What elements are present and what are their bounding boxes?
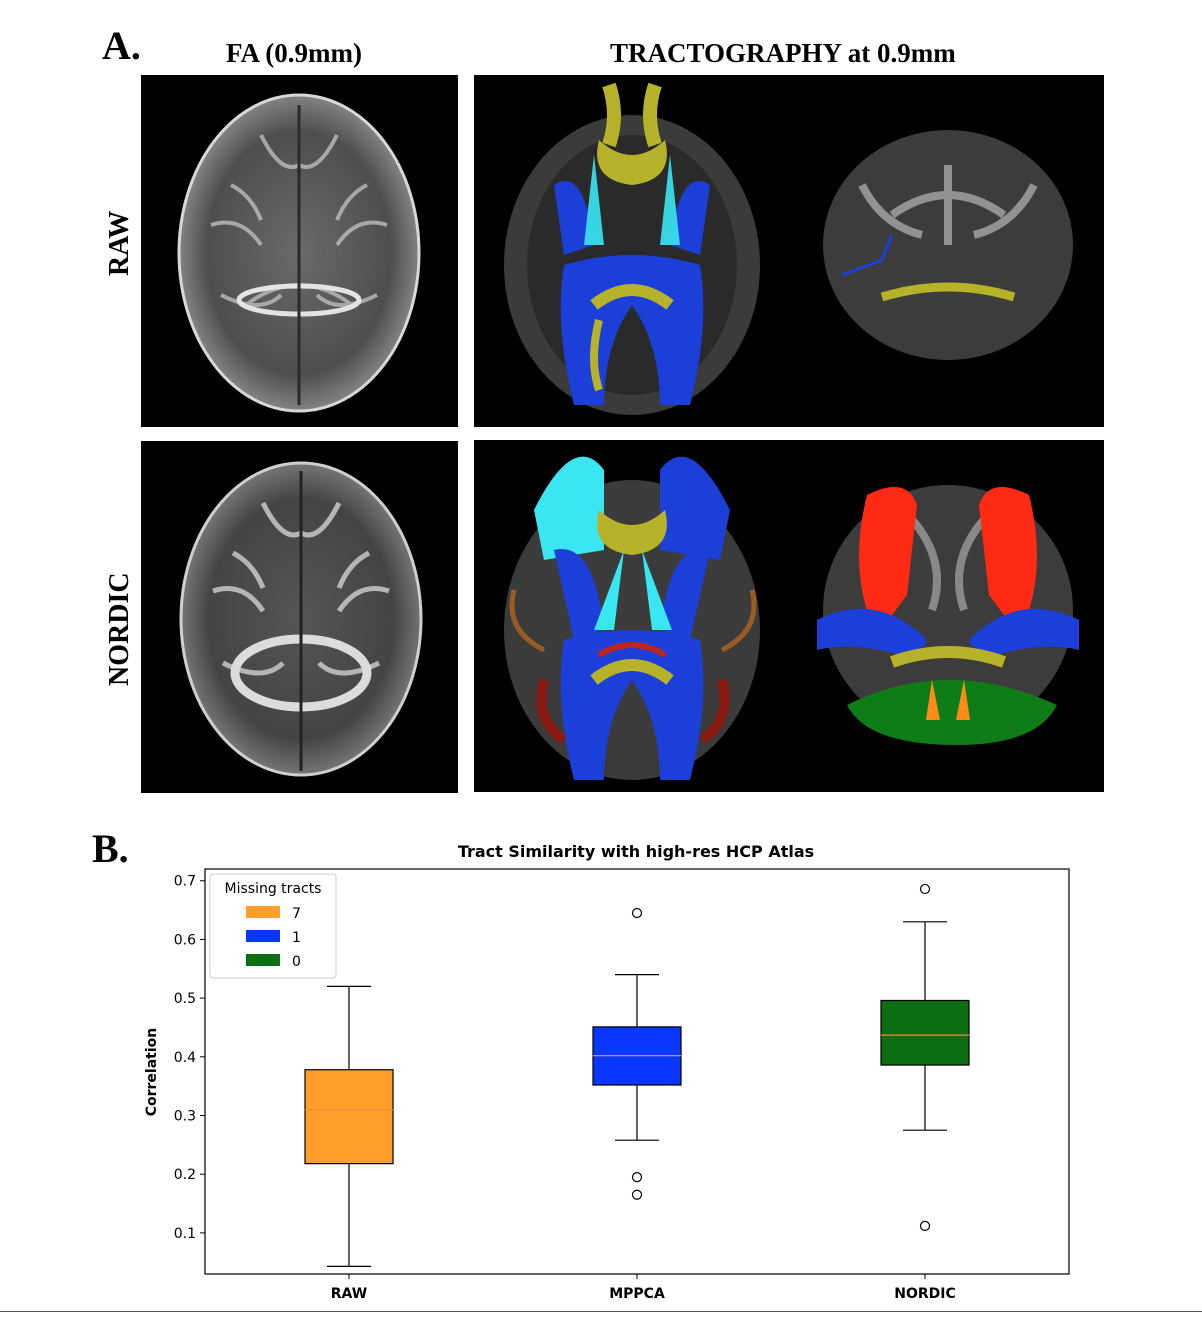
outlier-point bbox=[919, 883, 931, 895]
row-label-nordic: NORDIC bbox=[104, 572, 135, 686]
y-axis-label: Correlation bbox=[144, 1028, 160, 1117]
legend-label: 7 bbox=[292, 906, 301, 922]
x-tick-label-nordic: NORDIC bbox=[894, 1286, 956, 1302]
box-mppca bbox=[592, 907, 682, 1200]
fa-nordic-image bbox=[141, 441, 458, 793]
y-tick-label: 0.7 bbox=[174, 874, 196, 890]
outlier-point bbox=[631, 1172, 643, 1183]
legend: Missing tracts 7 1 0 bbox=[209, 873, 337, 979]
outlier-point bbox=[631, 907, 643, 919]
legend-frame bbox=[209, 873, 337, 979]
box-nordic bbox=[880, 883, 970, 1231]
tract-nordic-axial-image bbox=[474, 440, 792, 792]
outlier-point bbox=[631, 1189, 643, 1200]
y-tick-label: 0.2 bbox=[174, 1167, 196, 1183]
tract-raw-coronal-image bbox=[792, 75, 1104, 427]
y-tick-label: 0.4 bbox=[174, 1050, 196, 1066]
box-raw bbox=[304, 985, 394, 1267]
legend-title: Missing tracts bbox=[225, 881, 322, 897]
legend-label: 0 bbox=[292, 954, 301, 970]
tract-raw-axial-image bbox=[474, 75, 792, 427]
panel-a-letter: A. bbox=[102, 23, 141, 68]
tract-nordic-coronal-image bbox=[792, 440, 1104, 792]
bottom-rule bbox=[0, 1311, 1202, 1312]
x-axis: RAW MPPCA NORDIC bbox=[331, 1274, 956, 1302]
y-tick-label: 0.3 bbox=[174, 1109, 196, 1125]
y-tick-label: 0.6 bbox=[174, 932, 196, 948]
legend-swatch bbox=[246, 906, 280, 918]
tractography-column-title: TRACTOGRAPHY at 0.9mm bbox=[610, 38, 956, 68]
x-tick-label-raw: RAW bbox=[331, 1286, 367, 1302]
legend-swatch bbox=[246, 930, 280, 942]
chart-title: Tract Similarity with high-res HCP Atlas bbox=[458, 842, 814, 861]
fa-column-title: FA (0.9mm) bbox=[226, 38, 362, 68]
x-tick-label-mppca: MPPCA bbox=[609, 1286, 665, 1302]
y-tick-label: 0.5 bbox=[174, 991, 196, 1007]
y-tick-label: 0.1 bbox=[174, 1226, 196, 1242]
boxes bbox=[304, 883, 970, 1267]
box-body bbox=[880, 999, 970, 1066]
legend-label: 1 bbox=[292, 930, 301, 946]
outlier-point bbox=[919, 1220, 931, 1231]
row-label-raw: RAW bbox=[104, 210, 135, 276]
y-axis: 0.1 0.2 0.3 0.4 0.5 0.6 0.7 bbox=[174, 874, 205, 1242]
box-body bbox=[304, 1069, 394, 1165]
fa-raw-image bbox=[141, 75, 458, 427]
legend-swatch bbox=[246, 954, 280, 966]
panel-b-letter: B. bbox=[92, 826, 129, 871]
box-plot-chart: Tract Similarity with high-res HCP Atlas… bbox=[144, 842, 1070, 1302]
